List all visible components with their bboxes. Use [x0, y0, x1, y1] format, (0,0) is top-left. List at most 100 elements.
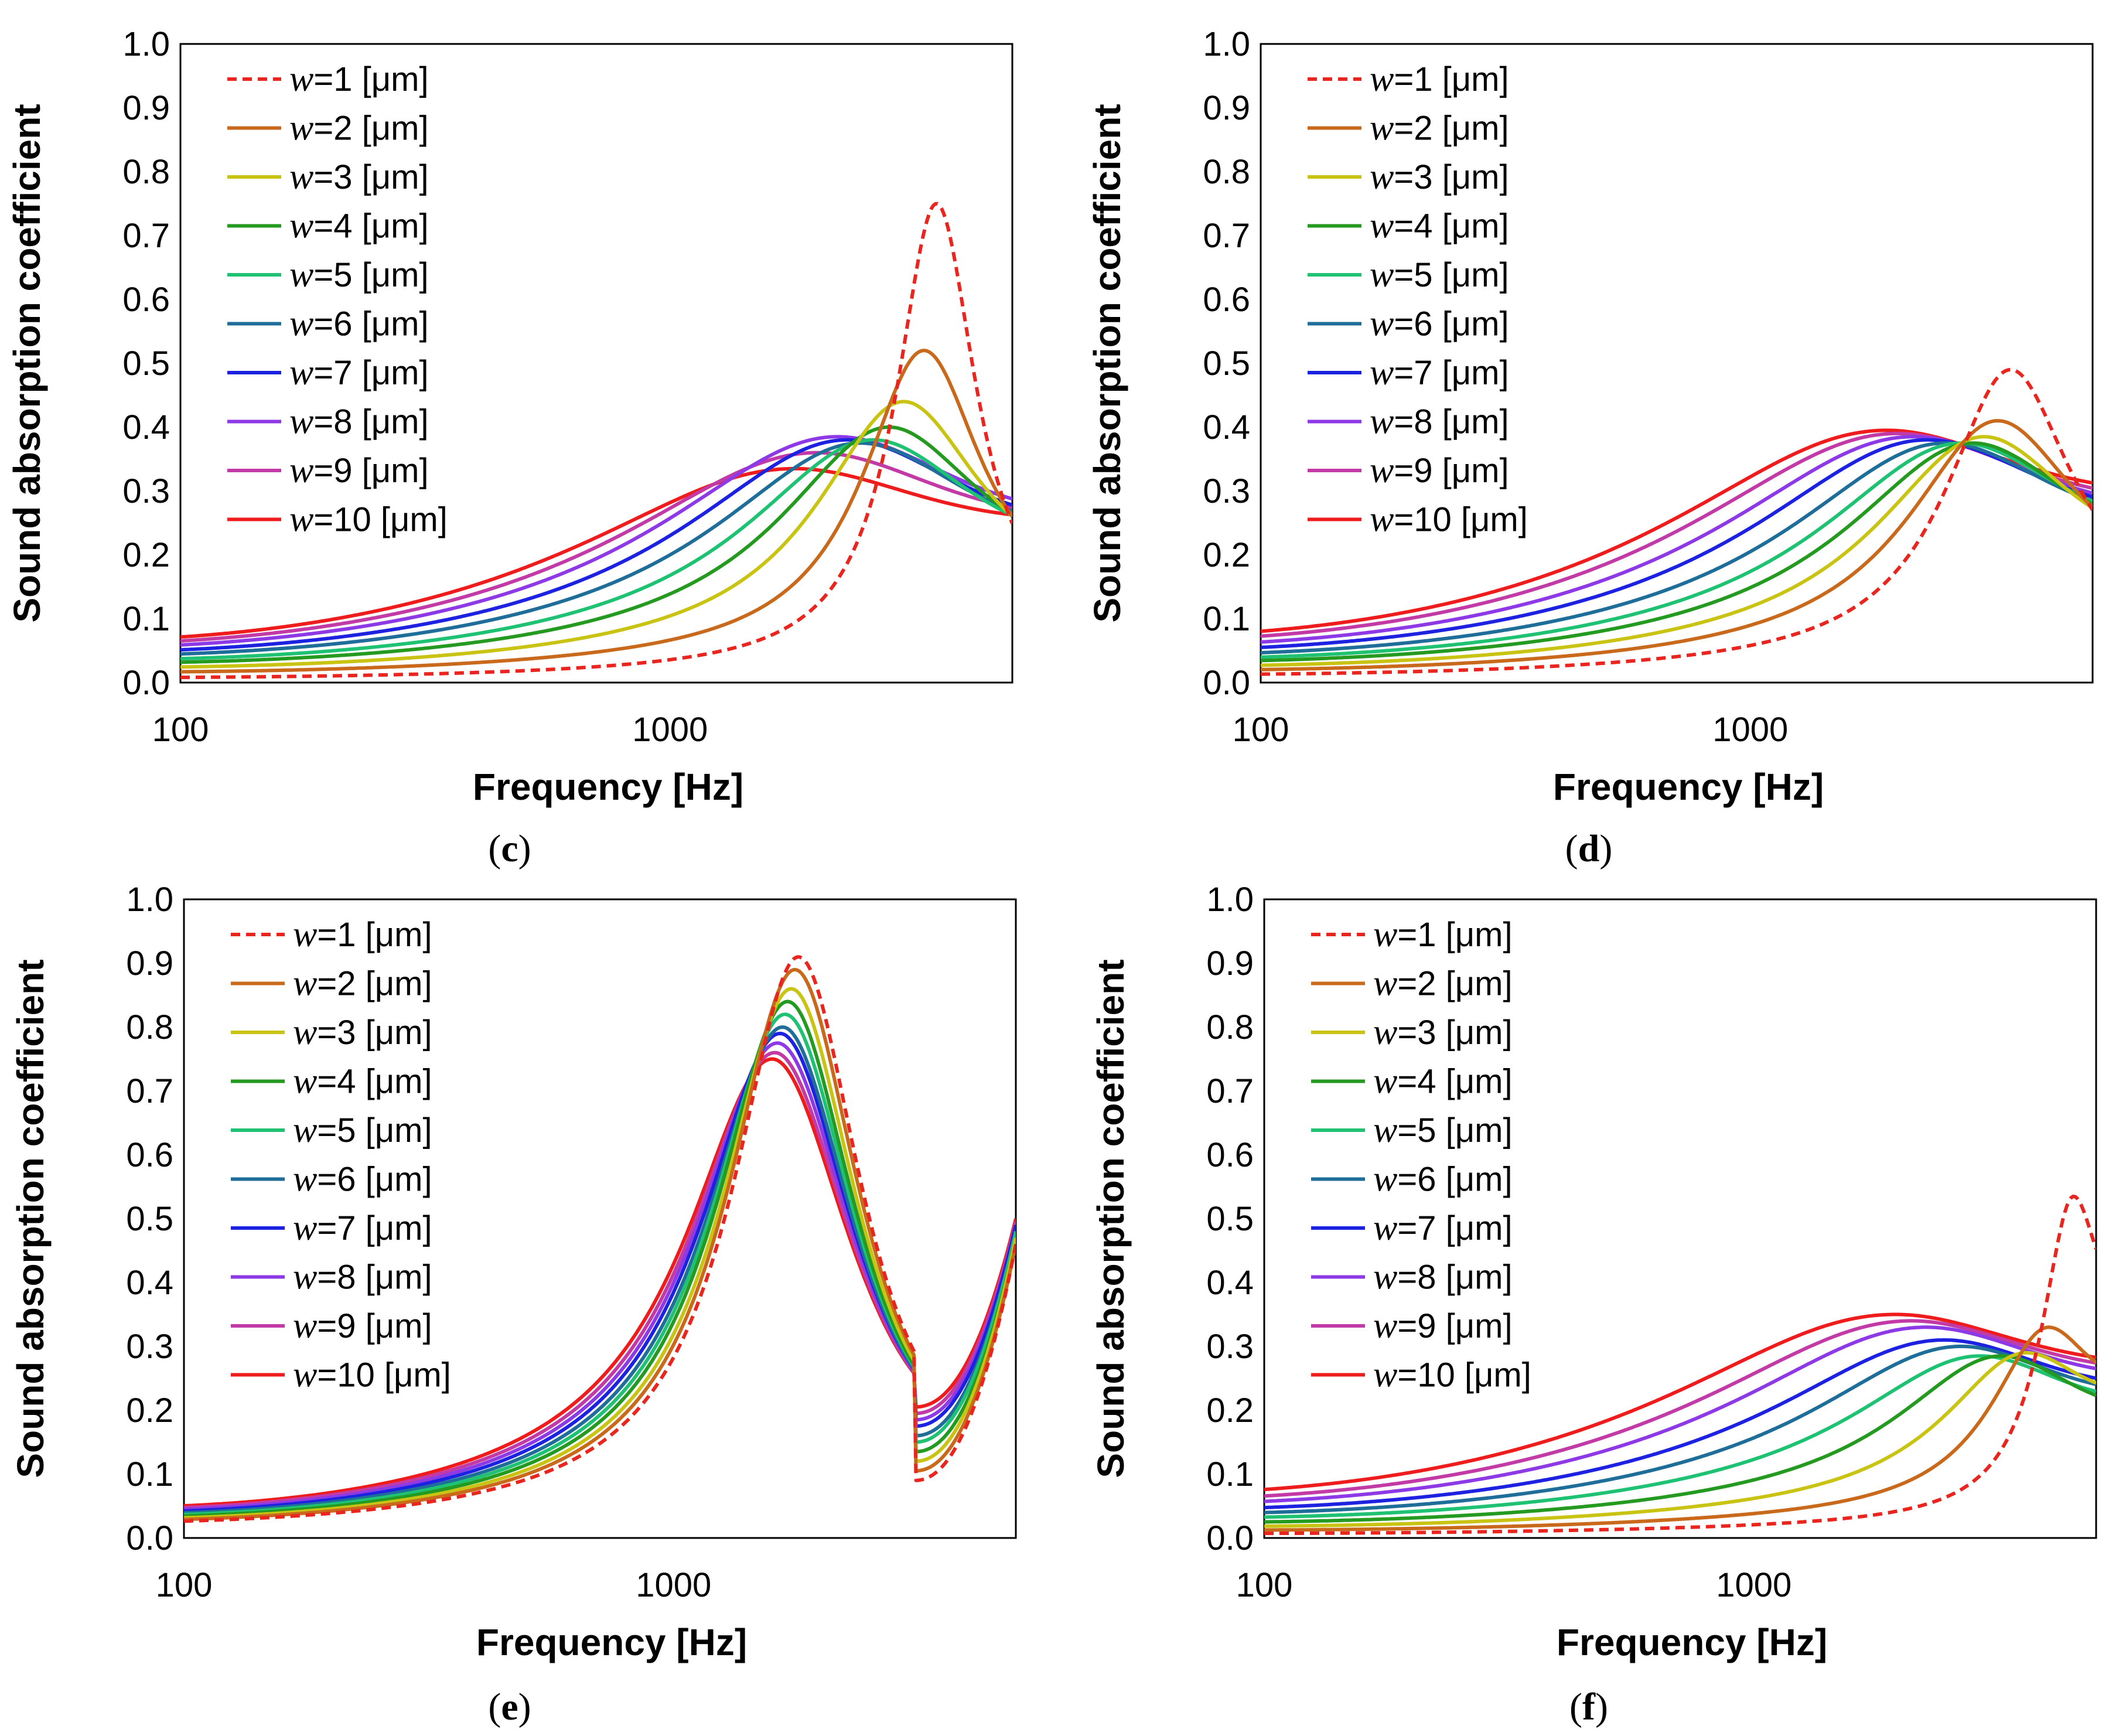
panel-caption: (e): [488, 1686, 531, 1728]
series-line-w2: [1264, 1325, 2096, 1532]
y-tick-label: 0.0: [1203, 664, 1250, 702]
series-line-w10: [180, 466, 1012, 639]
legend-label-w7: w=7 [μm]: [293, 1208, 432, 1248]
y-tick-label: 0.8: [122, 153, 170, 191]
series-line-w1: [1261, 368, 2093, 676]
series-line-w7: [1264, 1338, 2096, 1510]
y-tick-label: 0.0: [126, 1519, 173, 1557]
y-axis-title: Sound absorption coefficient: [1090, 959, 1132, 1478]
legend-label-w8: w=8 [μm]: [1373, 1257, 1513, 1297]
y-tick-label: 0.3: [126, 1328, 173, 1366]
legend-label-w7: w=7 [μm]: [1373, 1208, 1513, 1248]
legend-label-w4: w=4 [μm]: [289, 206, 429, 246]
y-tick-label: 0.7: [122, 217, 170, 255]
legend-label-w5: w=5 [μm]: [1370, 255, 1509, 295]
legend: w=1 [μm] w=2 [μm] w=3 [μm] w=4 [μm] w=5 [μm]…: [1311, 915, 1531, 1395]
legend-label-w2: w=2 [μm]: [293, 964, 432, 1004]
y-axis-title: Sound absorption coefficient: [1086, 104, 1128, 622]
y-tick-label: 0.1: [122, 600, 170, 638]
legend-label-w8: w=8 [μm]: [289, 402, 429, 442]
legend-label-w3: w=3 [μm]: [1373, 1012, 1513, 1052]
legend-label-w2: w=2 [μm]: [1373, 964, 1513, 1004]
y-tick-label: 0.6: [122, 281, 170, 319]
legend-label-w8: w=8 [μm]: [1370, 402, 1509, 442]
legend-label-w10: w=10 [μm]: [1370, 500, 1528, 540]
legend-label-w1: w=1 [μm]: [1370, 59, 1509, 99]
legend-label-w5: w=5 [μm]: [289, 255, 429, 295]
legend-label-w9: w=9 [μm]: [1373, 1306, 1513, 1346]
y-tick-label: 0.1: [1206, 1455, 1254, 1493]
legend-label-w10: w=10 [μm]: [289, 500, 448, 540]
y-tick-label: 0.8: [126, 1008, 173, 1046]
panel-caption: (c): [488, 827, 531, 870]
series-line-w5: [1264, 1354, 2096, 1519]
legend-label-w9: w=9 [μm]: [1370, 451, 1509, 490]
y-tick-label: 0.5: [1206, 1200, 1254, 1238]
series-line-w1: [180, 202, 1012, 680]
y-tick-label: 0.7: [1203, 217, 1250, 255]
legend-label-w1: w=1 [μm]: [1373, 915, 1513, 954]
series-line-w2: [184, 968, 1016, 1522]
y-axis-title: Sound absorption coefficient: [6, 104, 48, 622]
plot-frame: [1263, 898, 2097, 1539]
y-tick-label: 0.8: [1206, 1008, 1254, 1046]
series-line-w5: [180, 438, 1012, 661]
y-tick-label: 0.5: [126, 1200, 173, 1238]
y-tick-label: 1.0: [126, 881, 173, 919]
plot-frame: [179, 43, 1013, 684]
x-tick-label: 1000: [1712, 711, 1788, 749]
y-tick-label: 0.8: [1203, 153, 1250, 191]
y-tick-label: 0.5: [1203, 345, 1250, 383]
legend-label-w7: w=7 [μm]: [1370, 353, 1509, 393]
legend-label-w5: w=5 [μm]: [293, 1110, 432, 1150]
y-tick-label: 0.6: [1206, 1136, 1254, 1174]
legend-label-w4: w=4 [μm]: [1370, 206, 1509, 246]
y-tick-label: 0.0: [122, 664, 170, 702]
series-line-w9: [184, 1051, 1016, 1510]
legend-label-w4: w=4 [μm]: [1373, 1062, 1513, 1101]
panel-c: 0.0 0.1 0.2 0.3 0.4 0.5 0.6 0.7 0.8 0.9 1.0 100 1000…: [6, 25, 1013, 870]
y-tick-label: 0.7: [1206, 1072, 1254, 1110]
x-axis-title: Frequency [Hz]: [473, 766, 743, 808]
legend-label-w3: w=3 [μm]: [1370, 157, 1509, 197]
series-group: [184, 955, 1016, 1523]
panel-caption: (f): [1569, 1686, 1608, 1728]
legend-label-w7: w=7 [μm]: [289, 353, 429, 393]
series-line-w4: [180, 425, 1012, 664]
y-tick-label: 0.3: [122, 472, 170, 510]
legend: w=1 [μm] w=2 [μm] w=3 [μm] w=4 [μm] w=5 [μm]…: [1308, 59, 1528, 540]
x-axis-title: Frequency [Hz]: [1553, 766, 1824, 808]
y-tick-label: 1.0: [1203, 25, 1250, 63]
series-line-w9: [1264, 1319, 2096, 1498]
y-axis-title: Sound absorption coefficient: [9, 959, 52, 1478]
y-tick-label: 0.2: [1203, 536, 1250, 574]
y-tick-label: 0.6: [126, 1136, 173, 1174]
legend-label-w10: w=10 [μm]: [293, 1355, 451, 1395]
y-tick-label: 0.0: [1206, 1519, 1254, 1557]
x-tick-label: 100: [156, 1566, 213, 1604]
legend-label-w6: w=6 [μm]: [1370, 304, 1509, 344]
panel-d: 0.0 0.1 0.2 0.3 0.4 0.5 0.6 0.7 0.8 0.9 1.0 100 1000…: [1086, 25, 2094, 870]
x-tick-label: 1000: [636, 1566, 711, 1604]
legend-label-w9: w=9 [μm]: [289, 451, 429, 490]
legend-label-w6: w=6 [μm]: [1373, 1159, 1513, 1199]
x-tick-label: 100: [1233, 711, 1289, 749]
x-axis-title: Frequency [Hz]: [1557, 1621, 1827, 1663]
series-line-w3: [184, 987, 1016, 1520]
legend-label-w10: w=10 [μm]: [1373, 1355, 1531, 1395]
series-group: [1261, 368, 2093, 676]
y-tick-label: 0.9: [1203, 89, 1250, 127]
y-tick-label: 0.2: [1206, 1391, 1254, 1430]
y-tick-label: 0.3: [1203, 472, 1250, 510]
series-line-w1: [184, 955, 1016, 1523]
series-line-w4: [184, 1000, 1016, 1518]
series-line-w2: [1261, 419, 2093, 671]
legend-label-w6: w=6 [μm]: [293, 1159, 432, 1199]
y-tick-label: 0.4: [126, 1264, 173, 1302]
series-line-w6: [184, 1025, 1016, 1515]
panel-caption: (d): [1565, 827, 1613, 870]
legend-label-w1: w=1 [μm]: [289, 59, 429, 99]
series-line-w5: [184, 1012, 1016, 1516]
series-line-w9: [180, 451, 1012, 643]
